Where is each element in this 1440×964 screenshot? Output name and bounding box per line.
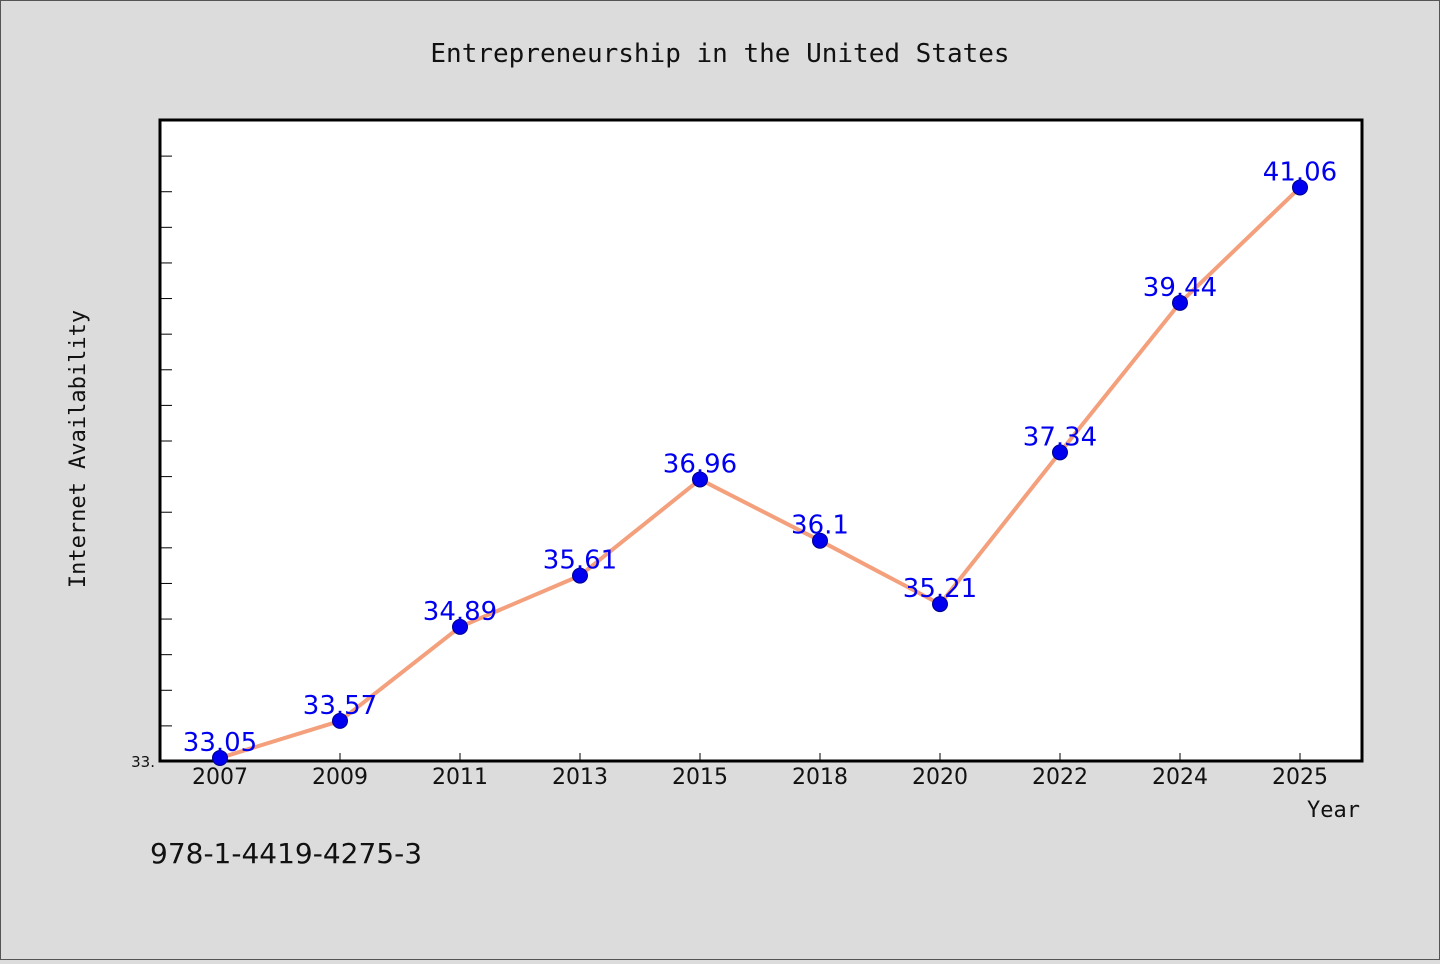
x-tick-label: 2018 (792, 765, 848, 790)
data-label: 36.1 (791, 511, 849, 541)
data-point (1292, 179, 1308, 196)
data-label: 33.57 (303, 691, 377, 721)
x-tick-label: 2025 (1272, 765, 1328, 790)
data-point (932, 596, 948, 613)
y-axis-label: Internet Availability (66, 310, 91, 588)
data-label: 37.34 (1023, 422, 1097, 452)
series-line (218, 185, 1302, 760)
data-label: 39.44 (1143, 273, 1217, 303)
x-tick-label: 2009 (312, 765, 368, 790)
footnote: 978-1-4419-4275-3 (150, 837, 422, 870)
data-label: 34.89 (423, 597, 497, 627)
x-axis-label: Year (1307, 798, 1360, 823)
x-tick-label: 2011 (432, 765, 488, 790)
data-label: 35.21 (903, 574, 977, 604)
x-tick-label: 2024 (1152, 765, 1208, 790)
data-point (332, 712, 348, 729)
x-tick-label: 2022 (1032, 765, 1088, 790)
data-points (212, 179, 1308, 766)
data-point (812, 532, 828, 549)
chart-title: Entrepreneurship in the United States (430, 39, 1009, 69)
y-axis-ticks (160, 155, 172, 727)
data-label: 33.05 (183, 728, 257, 758)
data-point (452, 618, 468, 635)
data-label: 41.06 (1263, 157, 1337, 187)
x-tick-label: 2013 (552, 765, 608, 790)
data-point (212, 749, 228, 766)
x-tick-label: 2015 (672, 765, 728, 790)
data-point (692, 471, 708, 488)
y-tick-label: 33. (131, 753, 155, 771)
data-label: 36.96 (663, 449, 737, 479)
plot-area (158, 118, 1364, 763)
x-tick-label: 2020 (912, 765, 968, 790)
data-labels: 33.05 33.57 34.89 35.61 36.96 36.1 35.21 37.34 3… (183, 157, 1337, 757)
x-axis-ticks: 2007 2009 2011 2013 2015 2018 2020 2022 2024 2025 (192, 753, 1328, 790)
data-point (572, 567, 588, 584)
data-label: 35.61 (543, 546, 617, 576)
data-point (1052, 444, 1068, 461)
data-point (1172, 294, 1188, 311)
x-tick-label: 2007 (192, 765, 248, 790)
